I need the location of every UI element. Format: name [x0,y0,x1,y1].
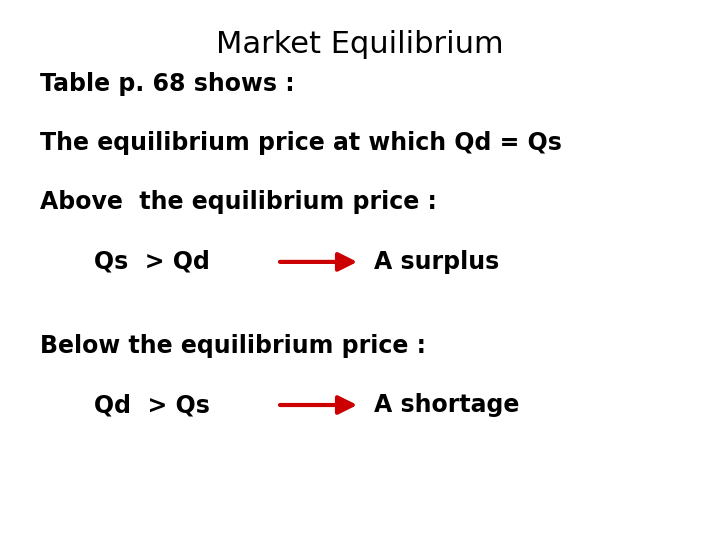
Text: Table p. 68 shows :: Table p. 68 shows : [40,72,294,96]
Text: Qd  > Qs: Qd > Qs [94,393,210,417]
Text: Qs  > Qd: Qs > Qd [94,250,210,274]
Text: A surplus: A surplus [374,250,500,274]
Text: A shortage: A shortage [374,393,520,417]
Text: Market Equilibrium: Market Equilibrium [216,30,504,59]
Text: The equilibrium price at which Qd = Qs: The equilibrium price at which Qd = Qs [40,131,562,155]
Text: Below the equilibrium price :: Below the equilibrium price : [40,334,426,357]
Text: Above  the equilibrium price :: Above the equilibrium price : [40,191,436,214]
